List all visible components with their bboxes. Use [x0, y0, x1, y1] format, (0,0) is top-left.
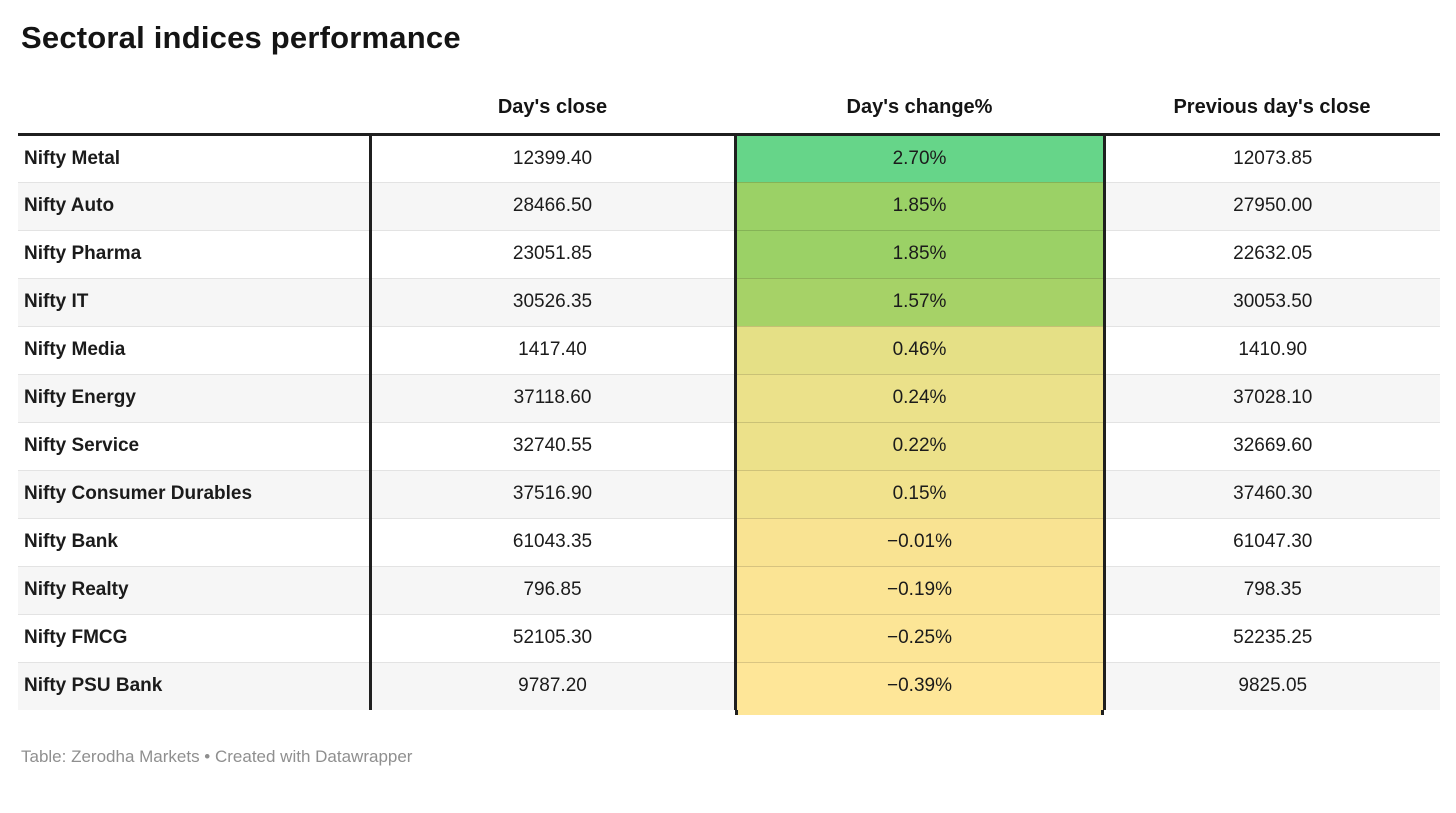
- days-change-cell: −0.25%: [733, 613, 1106, 662]
- page-title: Sectoral indices performance: [21, 20, 461, 55]
- days-change-cell: 0.46%: [733, 325, 1106, 374]
- days-change-cell: −0.19%: [733, 565, 1106, 614]
- days-change-cell: 1.85%: [733, 181, 1106, 230]
- index-name-cell: Nifty FMCG: [18, 613, 372, 662]
- prev-close-cell: 37028.10: [1104, 373, 1440, 422]
- index-name-cell: Nifty IT: [18, 277, 372, 326]
- change-column-tail: [735, 710, 1104, 715]
- index-name-cell: Nifty Service: [18, 421, 372, 470]
- days-change-cell: 2.70%: [733, 134, 1106, 182]
- index-name-cell: Nifty Energy: [18, 373, 372, 422]
- table-credit: Table: Zerodha Markets • Created with Da…: [21, 747, 413, 766]
- table-row: Nifty PSU Bank 9787.20 −0.39% 9825.05: [18, 661, 1440, 710]
- table-body: Nifty Metal 12399.40 2.70% 12073.85 Nifty Au…: [18, 134, 1440, 710]
- table-row: Nifty Consumer Durables 37516.90 0.15% 3746…: [18, 469, 1440, 518]
- index-name-cell: Nifty Pharma: [18, 229, 372, 278]
- table-header: Day's close Day's change% Previous day's…: [18, 82, 1440, 136]
- table-row: Nifty Metal 12399.40 2.70% 12073.85: [18, 134, 1440, 182]
- prev-close-cell: 27950.00: [1104, 181, 1440, 230]
- index-name-cell: Nifty PSU Bank: [18, 661, 372, 710]
- sectoral-indices-table: Day's close Day's change% Previous day's…: [18, 82, 1440, 710]
- header-days-close: Day's close: [370, 82, 735, 136]
- table-row: Nifty Auto 28466.50 1.85% 27950.00: [18, 181, 1440, 230]
- days-close-cell: 796.85: [370, 565, 735, 614]
- prev-close-cell: 9825.05: [1104, 661, 1440, 710]
- index-name-cell: Nifty Media: [18, 325, 372, 374]
- table-row: Nifty Energy 37118.60 0.24% 37028.10: [18, 373, 1440, 422]
- days-change-cell: 1.85%: [733, 229, 1106, 278]
- days-change-cell: 0.24%: [733, 373, 1106, 422]
- days-close-cell: 32740.55: [370, 421, 735, 470]
- table-row: Nifty Bank 61043.35 −0.01% 61047.30: [18, 517, 1440, 566]
- page: Sectoral indices performance Day's close…: [18, 20, 1440, 766]
- header-days-change: Day's change%: [735, 82, 1104, 136]
- days-close-cell: 61043.35: [370, 517, 735, 566]
- days-close-cell: 12399.40: [370, 134, 735, 182]
- days-close-cell: 9787.20: [370, 661, 735, 710]
- table-row: Nifty Pharma 23051.85 1.85% 22632.05: [18, 229, 1440, 278]
- prev-close-cell: 37460.30: [1104, 469, 1440, 518]
- index-name-cell: Nifty Metal: [18, 134, 372, 182]
- prev-close-cell: 798.35: [1104, 565, 1440, 614]
- days-close-cell: 28466.50: [370, 181, 735, 230]
- index-name-cell: Nifty Bank: [18, 517, 372, 566]
- days-close-cell: 30526.35: [370, 277, 735, 326]
- index-name-cell: Nifty Consumer Durables: [18, 469, 372, 518]
- table-row: Nifty Realty 796.85 −0.19% 798.35: [18, 565, 1440, 614]
- index-name-cell: Nifty Realty: [18, 565, 372, 614]
- days-change-cell: 1.57%: [733, 277, 1106, 326]
- prev-close-cell: 32669.60: [1104, 421, 1440, 470]
- prev-close-cell: 30053.50: [1104, 277, 1440, 326]
- header-index: [18, 82, 370, 136]
- table-row: Nifty FMCG 52105.30 −0.25% 52235.25: [18, 613, 1440, 662]
- prev-close-cell: 1410.90: [1104, 325, 1440, 374]
- days-change-cell: −0.39%: [733, 661, 1106, 710]
- days-close-cell: 23051.85: [370, 229, 735, 278]
- index-name-cell: Nifty Auto: [18, 181, 372, 230]
- days-close-cell: 37118.60: [370, 373, 735, 422]
- days-change-cell: −0.01%: [733, 517, 1106, 566]
- table-row: Nifty Media 1417.40 0.46% 1410.90: [18, 325, 1440, 374]
- table-row: Nifty Service 32740.55 0.22% 32669.60: [18, 421, 1440, 470]
- days-close-cell: 37516.90: [370, 469, 735, 518]
- days-change-cell: 0.15%: [733, 469, 1106, 518]
- prev-close-cell: 12073.85: [1104, 134, 1440, 182]
- prev-close-cell: 22632.05: [1104, 229, 1440, 278]
- days-change-cell: 0.22%: [733, 421, 1106, 470]
- days-close-cell: 1417.40: [370, 325, 735, 374]
- table-row: Nifty IT 30526.35 1.57% 30053.50: [18, 277, 1440, 326]
- days-close-cell: 52105.30: [370, 613, 735, 662]
- header-prev-close: Previous day's close: [1104, 82, 1440, 136]
- prev-close-cell: 61047.30: [1104, 517, 1440, 566]
- prev-close-cell: 52235.25: [1104, 613, 1440, 662]
